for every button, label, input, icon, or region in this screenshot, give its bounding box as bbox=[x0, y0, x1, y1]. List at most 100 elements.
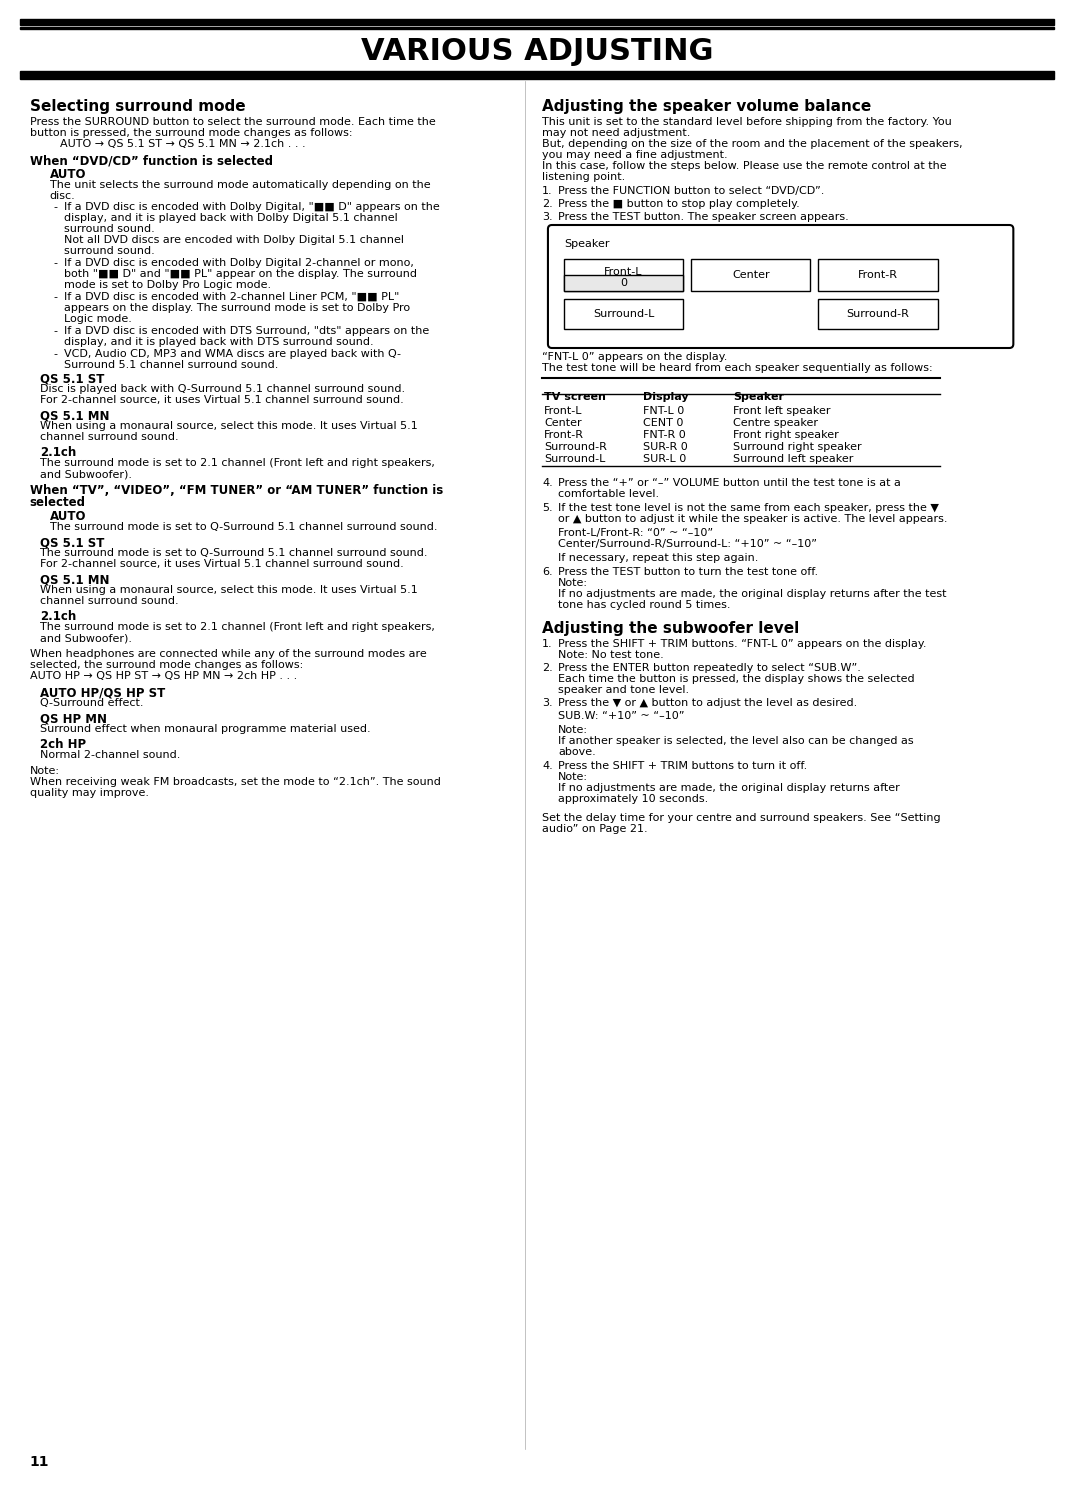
Text: Not all DVD discs are encoded with Dolby Digital 5.1 channel: Not all DVD discs are encoded with Dolby… bbox=[64, 235, 404, 244]
Text: 2.1ch: 2.1ch bbox=[40, 447, 76, 459]
Text: Center: Center bbox=[732, 270, 770, 280]
Text: Adjusting the speaker volume balance: Adjusting the speaker volume balance bbox=[542, 99, 872, 114]
Text: Press the TEST button to turn the test tone off.: Press the TEST button to turn the test t… bbox=[558, 567, 818, 577]
Text: -: - bbox=[54, 292, 57, 301]
Text: 5.: 5. bbox=[542, 504, 553, 513]
Text: comfortable level.: comfortable level. bbox=[558, 489, 659, 499]
Text: If another speaker is selected, the level also can be changed as: If another speaker is selected, the leve… bbox=[558, 736, 914, 747]
Bar bbox=[564, 259, 684, 291]
Text: 3.: 3. bbox=[542, 699, 553, 708]
Text: If no adjustments are made, the original display returns after the test: If no adjustments are made, the original… bbox=[558, 589, 946, 600]
Text: QS 5.1 ST: QS 5.1 ST bbox=[40, 372, 104, 385]
Text: The surround mode is set to Q-Surround 5.1 channel surround sound.: The surround mode is set to Q-Surround 5… bbox=[50, 522, 437, 532]
Bar bbox=[819, 298, 937, 328]
Text: -: - bbox=[54, 258, 57, 268]
Text: both "■■ D" and "■■ PL" appear on the display. The surround: both "■■ D" and "■■ PL" appear on the di… bbox=[64, 268, 417, 279]
Text: 4.: 4. bbox=[542, 761, 553, 770]
Text: AUTO HP/QS HP ST: AUTO HP/QS HP ST bbox=[40, 687, 165, 699]
Text: For 2-channel source, it uses Virtual 5.1 channel surround sound.: For 2-channel source, it uses Virtual 5.… bbox=[40, 396, 404, 405]
Text: Surround-L: Surround-L bbox=[593, 309, 654, 319]
Text: Q-Surround effect.: Q-Surround effect. bbox=[40, 699, 144, 708]
Text: When using a monaural source, select this mode. It uses Virtual 5.1: When using a monaural source, select thi… bbox=[40, 421, 418, 432]
Text: If no adjustments are made, the original display returns after: If no adjustments are made, the original… bbox=[558, 782, 900, 793]
Text: 11: 11 bbox=[30, 1456, 50, 1469]
Text: Logic mode.: Logic mode. bbox=[64, 313, 132, 324]
Bar bbox=[19, 27, 1054, 28]
Text: But, depending on the size of the room and the placement of the speakers,: But, depending on the size of the room a… bbox=[542, 139, 962, 148]
Text: 3.: 3. bbox=[542, 211, 553, 222]
Text: selected: selected bbox=[30, 496, 85, 510]
Text: 2.: 2. bbox=[542, 663, 553, 673]
Text: Centre speaker: Centre speaker bbox=[733, 418, 818, 429]
Text: AUTO HP → QS HP ST → QS HP MN → 2ch HP . . .: AUTO HP → QS HP ST → QS HP MN → 2ch HP .… bbox=[30, 672, 297, 681]
Text: AUTO: AUTO bbox=[50, 510, 86, 523]
Text: For 2-channel source, it uses Virtual 5.1 channel surround sound.: For 2-channel source, it uses Virtual 5.… bbox=[40, 559, 404, 570]
Text: When “DVD/CD” function is selected: When “DVD/CD” function is selected bbox=[30, 154, 273, 166]
Text: The surround mode is set to 2.1 channel (Front left and right speakers,: The surround mode is set to 2.1 channel … bbox=[40, 622, 434, 633]
Text: Speaker: Speaker bbox=[733, 393, 784, 402]
Text: The surround mode is set to 2.1 channel (Front left and right speakers,: The surround mode is set to 2.1 channel … bbox=[40, 459, 434, 468]
Text: Surround right speaker: Surround right speaker bbox=[733, 442, 862, 453]
Text: Center: Center bbox=[544, 418, 582, 429]
Text: Adjusting the subwoofer level: Adjusting the subwoofer level bbox=[542, 621, 799, 636]
Text: When “TV”, “VIDEO”, “FM TUNER” or “AM TUNER” function is: When “TV”, “VIDEO”, “FM TUNER” or “AM TU… bbox=[30, 484, 443, 498]
Text: Front-L: Front-L bbox=[544, 406, 582, 417]
Text: The surround mode is set to Q-Surround 5.1 channel surround sound.: The surround mode is set to Q-Surround 5… bbox=[40, 549, 428, 558]
Text: The test tone will be heard from each speaker sequentially as follows:: The test tone will be heard from each sp… bbox=[542, 363, 933, 373]
Bar bbox=[19, 73, 1054, 79]
Text: Surround 5.1 channel surround sound.: Surround 5.1 channel surround sound. bbox=[64, 360, 278, 370]
Text: Surround-R: Surround-R bbox=[544, 442, 607, 453]
Text: appears on the display. The surround mode is set to Dolby Pro: appears on the display. The surround mod… bbox=[64, 303, 409, 313]
Text: 2.: 2. bbox=[542, 199, 553, 208]
Text: display, and it is played back with Dolby Digital 5.1 channel: display, and it is played back with Dolb… bbox=[64, 213, 397, 223]
Text: mode is set to Dolby Pro Logic mode.: mode is set to Dolby Pro Logic mode. bbox=[64, 280, 271, 289]
Text: VCD, Audio CD, MP3 and WMA discs are played back with Q-: VCD, Audio CD, MP3 and WMA discs are pla… bbox=[64, 349, 401, 358]
Text: SUR-L 0: SUR-L 0 bbox=[644, 454, 687, 465]
Text: Disc is played back with Q-Surround 5.1 channel surround sound.: Disc is played back with Q-Surround 5.1 … bbox=[40, 384, 405, 394]
Text: This unit is set to the standard level before shipping from the factory. You: This unit is set to the standard level b… bbox=[542, 117, 951, 127]
Text: QS HP MN: QS HP MN bbox=[40, 712, 107, 726]
Text: Speaker: Speaker bbox=[564, 238, 609, 249]
Text: Press the ENTER button repeatedly to select “SUB.W”.: Press the ENTER button repeatedly to sel… bbox=[558, 663, 861, 673]
Text: Front left speaker: Front left speaker bbox=[733, 406, 831, 417]
Text: FNT-R 0: FNT-R 0 bbox=[644, 430, 686, 441]
Text: Note:: Note: bbox=[558, 579, 588, 588]
Text: 0: 0 bbox=[620, 277, 627, 288]
Text: Note:: Note: bbox=[30, 766, 59, 776]
Text: quality may improve.: quality may improve. bbox=[30, 788, 149, 797]
Text: speaker and tone level.: speaker and tone level. bbox=[558, 685, 689, 696]
Text: 1.: 1. bbox=[542, 639, 553, 649]
Text: If a DVD disc is encoded with DTS Surround, "dts" appears on the: If a DVD disc is encoded with DTS Surrou… bbox=[64, 325, 429, 336]
Text: If a DVD disc is encoded with 2-channel Liner PCM, "■■ PL": If a DVD disc is encoded with 2-channel … bbox=[64, 292, 399, 301]
Text: Surround-L: Surround-L bbox=[544, 454, 605, 465]
Bar bbox=[19, 19, 1054, 25]
Text: Center/Surround-R/Surround-L: “+10” ~ “–10”: Center/Surround-R/Surround-L: “+10” ~ “–… bbox=[558, 540, 816, 549]
Text: Press the TEST button. The speaker screen appears.: Press the TEST button. The speaker scree… bbox=[558, 211, 849, 222]
Text: may not need adjustment.: may not need adjustment. bbox=[542, 127, 690, 138]
Text: Front right speaker: Front right speaker bbox=[733, 430, 839, 441]
Text: surround sound.: surround sound. bbox=[64, 223, 154, 234]
Text: Press the “+” or “–” VOLUME button until the test tone is at a: Press the “+” or “–” VOLUME button until… bbox=[558, 478, 901, 489]
Text: channel surround sound.: channel surround sound. bbox=[40, 432, 178, 442]
Text: 2ch HP: 2ch HP bbox=[40, 738, 86, 751]
Text: Press the FUNCTION button to select “DVD/CD”.: Press the FUNCTION button to select “DVD… bbox=[558, 186, 824, 196]
Text: or ▲ button to adjust it while the speaker is active. The level appears.: or ▲ button to adjust it while the speak… bbox=[558, 514, 947, 525]
Text: and Subwoofer).: and Subwoofer). bbox=[40, 469, 132, 480]
Text: Each time the button is pressed, the display shows the selected: Each time the button is pressed, the dis… bbox=[558, 675, 915, 684]
Bar bbox=[19, 70, 1054, 73]
Text: QS 5.1 ST: QS 5.1 ST bbox=[40, 537, 104, 549]
Text: above.: above. bbox=[558, 747, 596, 757]
Text: In this case, follow the steps below. Please use the remote control at the: In this case, follow the steps below. Pl… bbox=[542, 160, 946, 171]
Text: Press the ▼ or ▲ button to adjust the level as desired.: Press the ▼ or ▲ button to adjust the le… bbox=[558, 699, 858, 708]
Text: listening point.: listening point. bbox=[542, 172, 625, 181]
Text: Press the ■ button to stop play completely.: Press the ■ button to stop play complete… bbox=[558, 199, 799, 208]
Text: SUR-R 0: SUR-R 0 bbox=[644, 442, 688, 453]
Text: If necessary, repeat this step again.: If necessary, repeat this step again. bbox=[558, 553, 758, 564]
Text: CENT 0: CENT 0 bbox=[644, 418, 684, 429]
Text: Surround effect when monaural programme material used.: Surround effect when monaural programme … bbox=[40, 724, 370, 735]
Text: selected, the surround mode changes as follows:: selected, the surround mode changes as f… bbox=[30, 660, 303, 670]
Text: VARIOUS ADJUSTING: VARIOUS ADJUSTING bbox=[361, 36, 713, 66]
Text: Surround left speaker: Surround left speaker bbox=[733, 454, 853, 465]
Text: Note:: Note: bbox=[558, 772, 588, 782]
Text: 2.1ch: 2.1ch bbox=[40, 610, 76, 624]
